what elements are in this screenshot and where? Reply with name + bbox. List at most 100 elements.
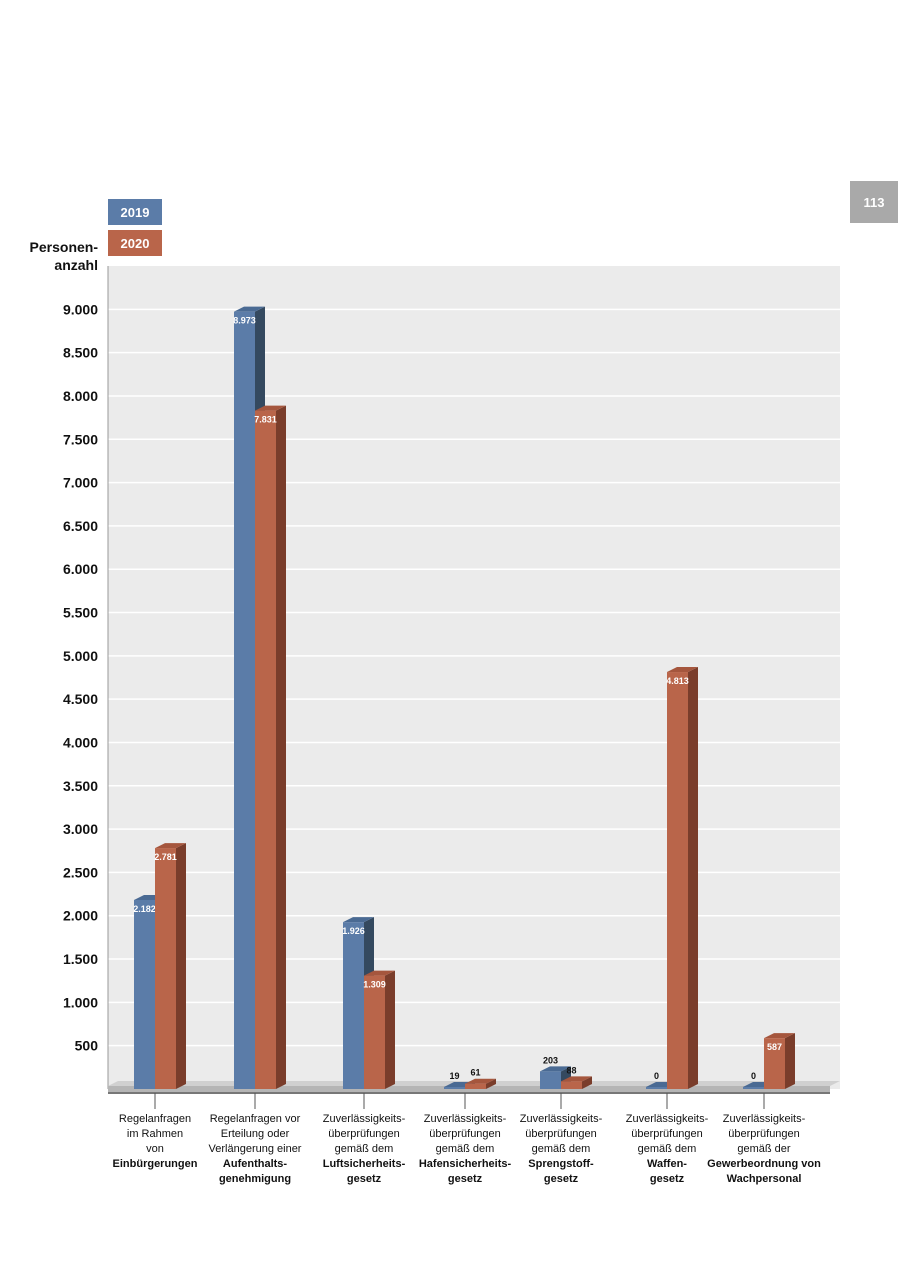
y-tick-label: 1.500: [63, 951, 98, 967]
x-category-label-line: Zuverlässigkeits-: [625, 1113, 709, 1125]
bar-2019: [343, 922, 364, 1089]
bar-top-2020: [465, 1078, 496, 1084]
x-category-label-line: gemäß dem: [334, 1143, 394, 1155]
bar-side-2020: [582, 1076, 592, 1089]
x-category-label-line: gemäß der: [737, 1143, 791, 1155]
x-category-label-line: gesetz: [346, 1173, 382, 1185]
bar-top-2020: [667, 667, 698, 673]
bar-2020: [764, 1038, 785, 1089]
x-category-label: Zuverlässigkeits-überprüfungen gemäß dem S…: [496, 1112, 626, 1187]
x-category-label-line: Gewerbeordnung von: [707, 1158, 821, 1170]
x-category-label-line: Zuverlässigkeits-: [722, 1113, 806, 1125]
x-category-label-line: überprüfungen: [429, 1128, 501, 1140]
x-category-label: Zuverlässigkeits-überprüfungen gemäß dem W…: [602, 1112, 732, 1187]
y-tick-label: 2.000: [63, 908, 98, 924]
x-category-label-line: Einbürgerungen: [112, 1158, 198, 1170]
y-tick-label: 1.000: [63, 994, 98, 1010]
x-category-label-line: gesetz: [447, 1173, 483, 1185]
y-axis-label-line-1: Personen-: [29, 239, 98, 255]
y-tick-label: 6.000: [63, 561, 98, 577]
y-tick-label: 8.000: [63, 388, 98, 404]
x-category-label-line: Zuverlässigkeits-: [423, 1113, 507, 1125]
plot-area: [108, 266, 840, 1089]
bar-side-2020: [276, 405, 286, 1089]
x-category-label-line: gemäß dem: [637, 1143, 697, 1155]
bar-top-2020: [561, 1076, 592, 1082]
x-category-label: Regelanfragen vor Erteilung oder Verlänger…: [190, 1112, 320, 1187]
y-tick-label: 5.500: [63, 605, 98, 621]
x-category-label-line: Sprengstoff-: [528, 1158, 594, 1170]
bar-2020: [155, 848, 176, 1089]
bar-2020: [561, 1081, 582, 1089]
x-category-label-line: gesetz: [649, 1173, 685, 1185]
bar-side-2020: [176, 843, 186, 1089]
x-category-label-line: überprüfungen: [328, 1128, 400, 1140]
bar-side-2020: [385, 970, 395, 1089]
x-category-label-line: überprüfungen: [728, 1128, 800, 1140]
data-label-2019: 8.973: [233, 316, 256, 326]
bar-2020: [255, 410, 276, 1089]
x-category-label: Zuverlässigkeits-überprüfungen gemäß dem H…: [400, 1112, 530, 1187]
bar-2019: [743, 1087, 764, 1089]
bar-side-2020: [785, 1033, 795, 1089]
x-category-label-line: Verlängerung einer: [208, 1143, 302, 1155]
y-tick-label: 6.500: [63, 518, 98, 534]
y-axis-label-line-2: anzahl: [54, 257, 98, 273]
y-tick-label: 500: [75, 1038, 99, 1054]
page-number: 113: [850, 181, 898, 223]
x-category-label-line: Regelanfragen vor: [209, 1113, 301, 1125]
data-label-2020: 61: [470, 1068, 480, 1078]
data-label-2019: 19: [449, 1071, 459, 1081]
y-tick-label: 4.500: [63, 691, 98, 707]
x-category-label-line: Zuverlässigkeits-: [519, 1113, 603, 1125]
y-tick-label: 3.500: [63, 778, 98, 794]
bar-2020: [465, 1083, 486, 1089]
x-category-label-line: gemäß dem: [531, 1143, 591, 1155]
x-category-label-line: Wachpersonal: [726, 1173, 802, 1185]
x-category-label-line: Regelanfragen: [118, 1113, 192, 1125]
floor-front: [108, 1086, 830, 1093]
bar-top-2019: [540, 1066, 571, 1072]
legend-item-2020: 2020: [108, 230, 162, 256]
y-tick-label: 3.000: [63, 821, 98, 837]
bar-2019: [234, 311, 255, 1089]
y-tick-label: 9.000: [63, 301, 98, 317]
y-tick-label: 4.000: [63, 734, 98, 750]
y-tick-label: 2.500: [63, 864, 98, 880]
bar-side-2020: [688, 667, 698, 1089]
bar-2020: [667, 672, 688, 1089]
x-category-label-line: Hafensicherheits-: [418, 1158, 512, 1170]
x-category-label: Zuverlässigkeits-überprüfungen gemäß dem L…: [299, 1112, 429, 1187]
x-category-label-line: genehmigung: [218, 1173, 292, 1185]
x-category-label-line: Aufenthalts-: [222, 1158, 288, 1170]
bar-2019: [134, 899, 155, 1089]
x-category-label-line: überprüfungen: [525, 1128, 597, 1140]
data-label-2020: 88: [566, 1065, 576, 1075]
data-label-2019: 0: [751, 1071, 756, 1081]
bar-2019: [646, 1087, 667, 1089]
bar-top-2020: [764, 1033, 795, 1039]
y-tick-label: 7.500: [63, 431, 98, 447]
data-label-2020: 1.309: [363, 980, 386, 990]
bar-2019: [444, 1087, 465, 1089]
x-category-label-line: Zuverlässigkeits-: [322, 1113, 406, 1125]
data-label-2019: 0: [654, 1071, 659, 1081]
data-label-2019: 2.182: [133, 904, 156, 914]
legend-item-2019: 2019: [108, 199, 162, 225]
x-category-label-line: überprüfungen: [631, 1128, 703, 1140]
y-axis-label: Personen- anzahl: [18, 238, 98, 274]
x-category-label-line: gemäß dem: [435, 1143, 495, 1155]
bar-top-2020: [364, 970, 395, 976]
x-category-label-line: Erteilung oder: [220, 1128, 290, 1140]
data-label-2020: 2.781: [154, 852, 177, 862]
bar-2019: [540, 1071, 561, 1089]
bar-side-2020: [486, 1078, 496, 1089]
bar-top-2020: [255, 405, 286, 411]
x-category-label-line: von: [146, 1143, 164, 1155]
bar-top-2019: [234, 306, 265, 312]
x-category-label-line: Luftsicherheits-: [322, 1158, 406, 1170]
x-category-label: Zuverlässigkeits-überprüfungen gemäß der G…: [699, 1112, 829, 1187]
x-category-label: Regelanfragen im Rahmen von Einbürgerungen: [90, 1112, 220, 1172]
y-tick-label: 8.500: [63, 345, 98, 361]
